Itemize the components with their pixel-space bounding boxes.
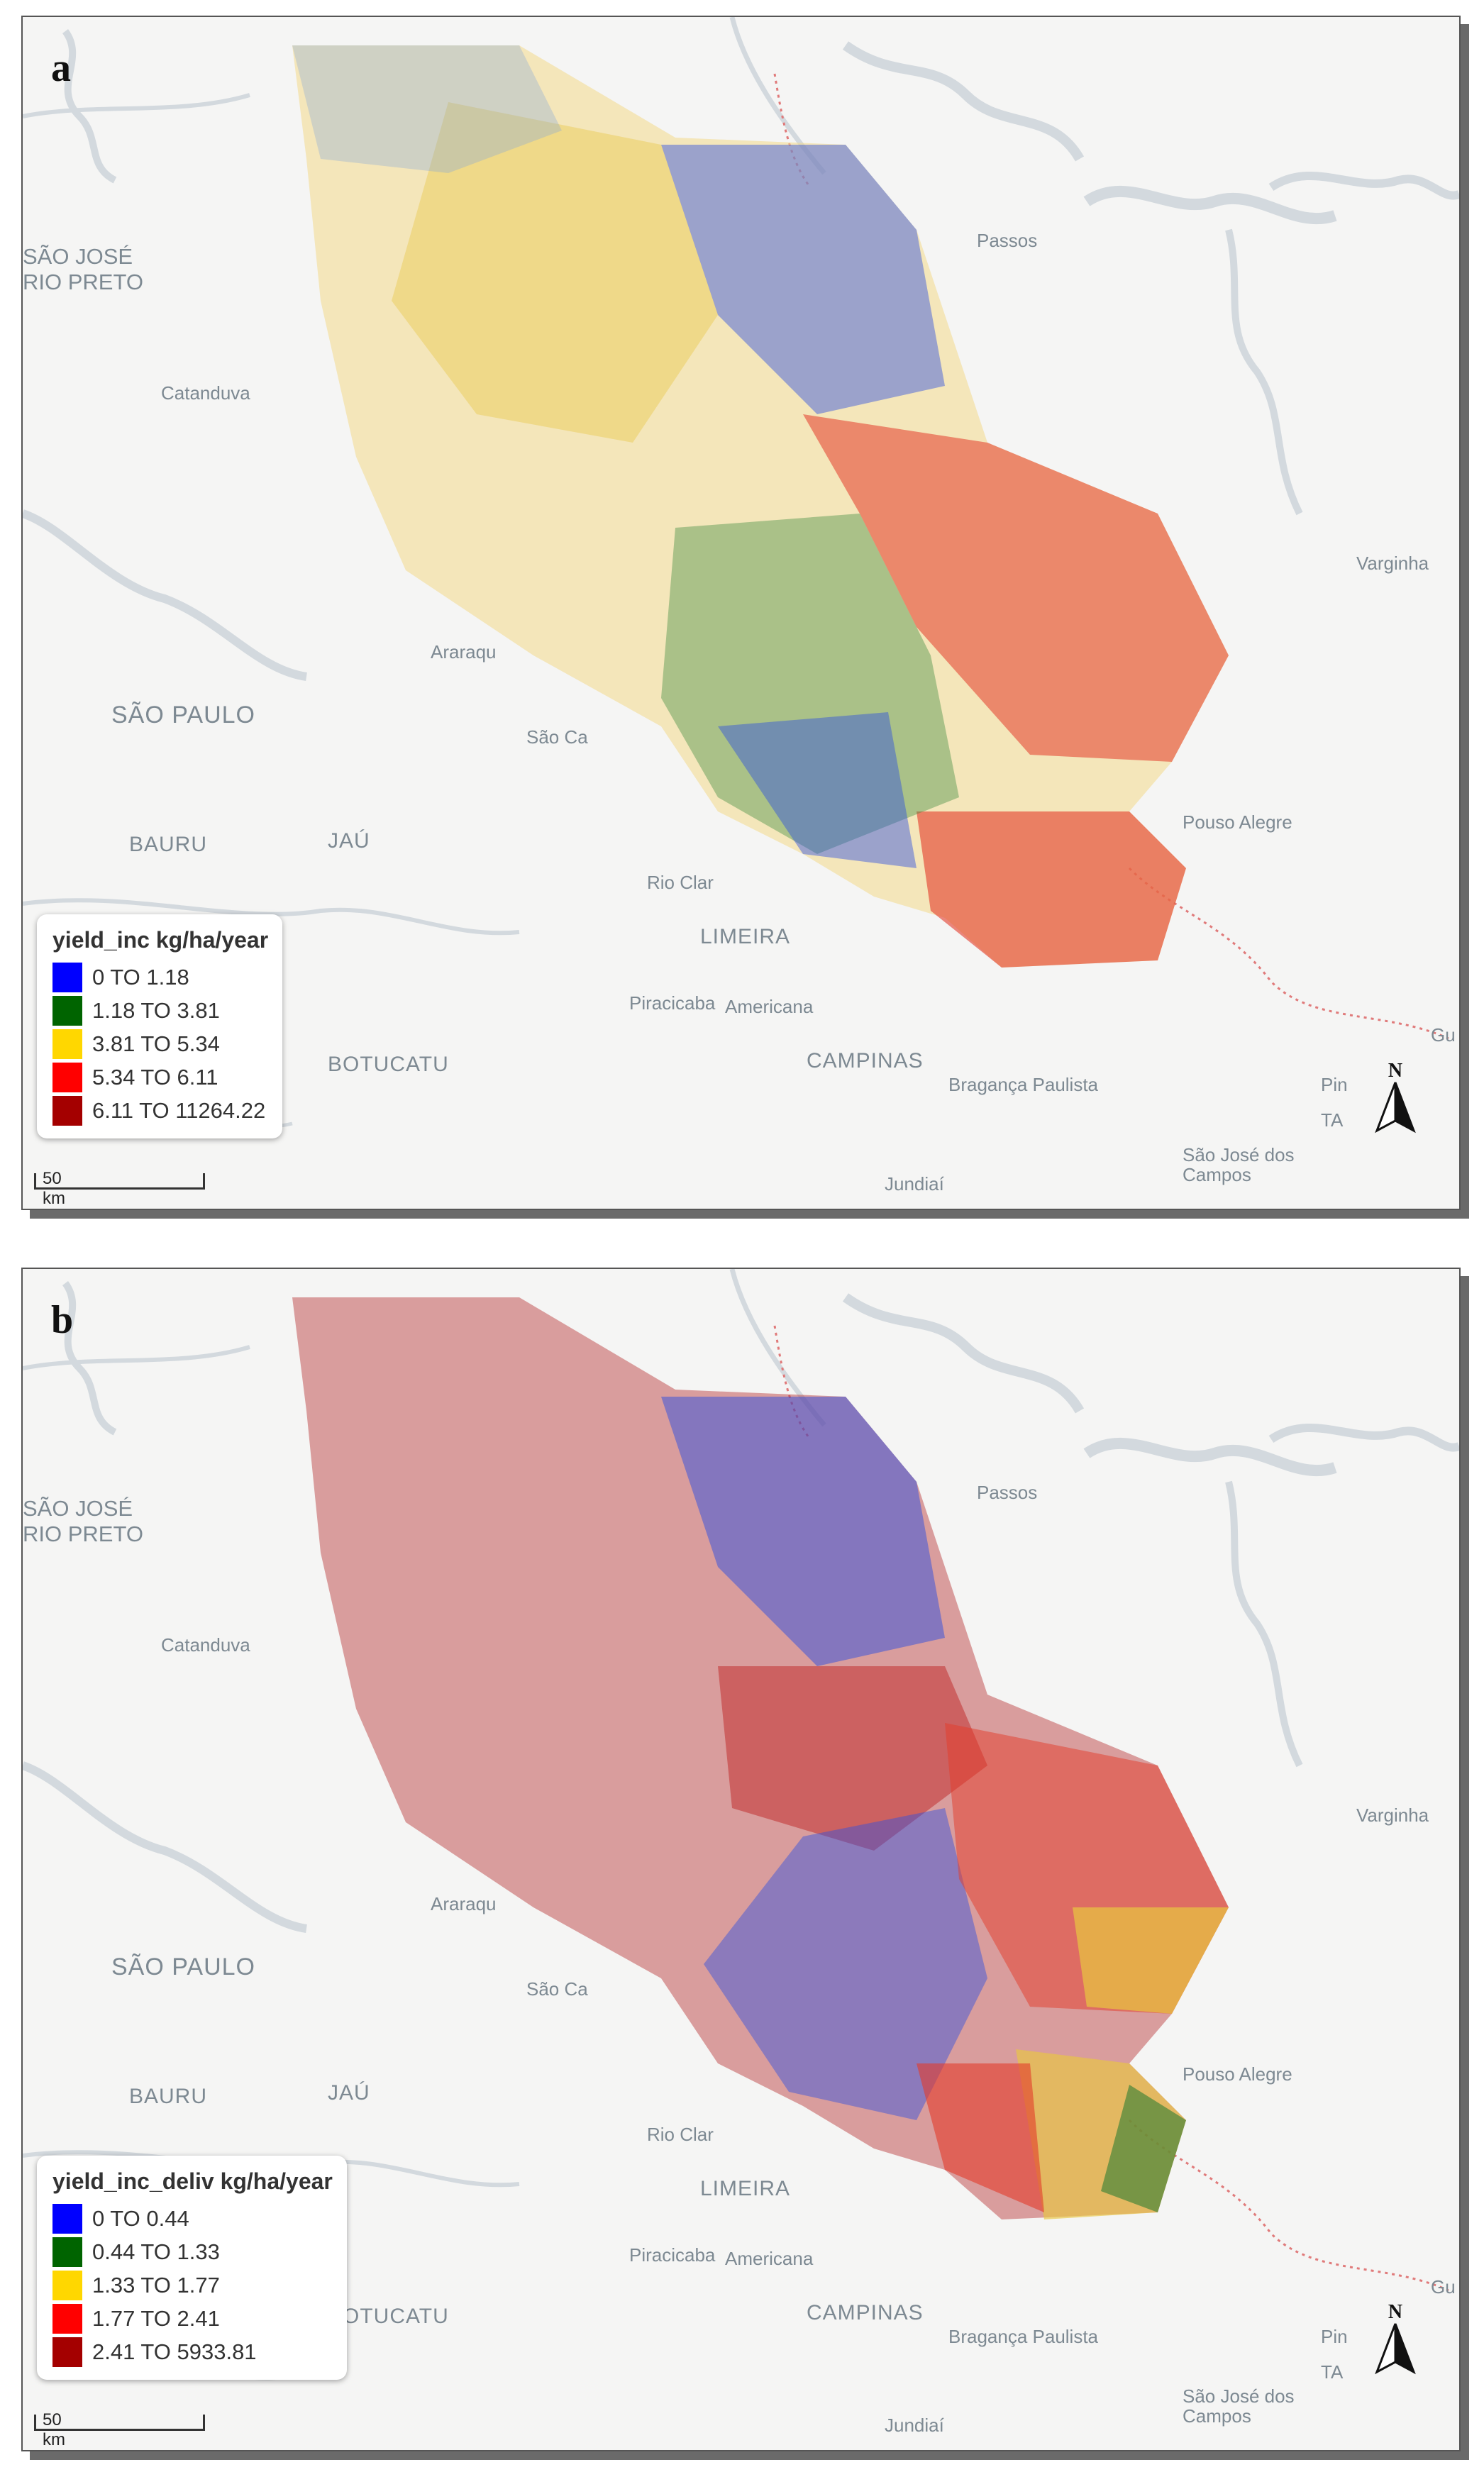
water-bodies [23,17,1459,1129]
legend-label: 1.33 TO 1.77 [92,2272,220,2298]
legend-item: 0 TO 1.18 [52,960,268,994]
place-passos: Passos [977,230,1038,251]
panel-label-a: a [51,46,71,90]
legend-swatch [52,962,82,992]
place-varginha: Varginha [1356,553,1429,574]
place-jundiai: Jundiaí [885,2415,944,2436]
north-arrow-icon: N [1367,1060,1424,1138]
map-panel-b: b SÃO JOSÉ RIO PRETO Passos Catanduva Var… [21,1268,1461,2451]
place-campinas: CAMPINAS [807,2301,924,2324]
legend-item: 2.41 TO 5933.81 [52,2335,333,2368]
legend-item: 1.77 TO 2.41 [52,2302,333,2335]
legend-item: 0.44 TO 1.33 [52,2235,333,2268]
place-jau: JAÚ [328,829,370,853]
place-limeira: LIMEIRA [700,2177,791,2200]
place-sao-paulo: SÃO PAULO [111,1953,255,1980]
legend-item: 1.33 TO 1.77 [52,2268,333,2302]
legend-label: 0 TO 1.18 [92,964,189,990]
place-araraquara: Araraqu [431,1893,497,1914]
legend-item: 3.81 TO 5.34 [52,1027,268,1060]
legend-swatch [52,2203,82,2234]
place-pin: Pin [1321,2326,1348,2347]
place-campinas: CAMPINAS [807,1049,924,1073]
panel-label-b: b [51,1298,74,1342]
basin-fill-a [292,45,1229,968]
legend-label: 3.81 TO 5.34 [92,1031,220,1056]
place-braganca: Bragança Paulista [948,2326,1099,2347]
legend-label: 1.18 TO 3.81 [92,997,220,1023]
north-label: N [1388,2301,1403,2323]
legend-label: 0 TO 0.44 [92,2205,189,2231]
place-varginha: Varginha [1356,1805,1429,1826]
legend-label: 5.34 TO 6.11 [92,1064,218,1090]
legend-a: yield_inc kg/ha/year 0 TO 1.18 1.18 TO 3… [37,914,283,1138]
legend-swatch [52,1095,82,1126]
place-piracicaba: Piracicaba [629,2244,716,2266]
place-americana: Americana [725,2248,814,2269]
legend-swatch [52,2303,82,2334]
place-catanduva: Catanduva [161,1634,250,1656]
place-sao-carlos: São Ca [526,726,588,748]
place-botucatu: BOTUCATU [328,1053,449,1076]
legend-swatch [52,2270,82,2300]
place-braganca: Bragança Paulista [948,1074,1099,1095]
place-pin: Pin [1321,1074,1348,1095]
place-bauru: BAURU [129,833,208,856]
map-panel-a: a SÃO JOSÉ RIO PRETO Passos Catanduva Var… [21,16,1461,1210]
legend-label: 1.77 TO 2.41 [92,2305,220,2331]
north-label: N [1388,1060,1403,1082]
scale-bar-label: 50 km [43,2410,65,2449]
basin-fill-b [292,1297,1229,2219]
place-gu: Gu [1431,1024,1456,1046]
place-sao-jose-dos-campos: São José dos Campos [1183,1144,1295,1185]
legend-swatch [52,1029,82,1059]
place-jau: JAÚ [328,2081,370,2105]
legend-swatch [52,2237,82,2267]
place-rio-claro: Rio Clar [647,2124,714,2145]
place-catanduva: Catanduva [161,382,250,404]
map-canvas-b [23,1269,1459,2380]
place-pouso-alegre: Pouso Alegre [1183,811,1292,833]
place-bauru: BAURU [129,2085,208,2108]
map-canvas-a [23,17,1459,1129]
legend-item: 1.18 TO 3.81 [52,994,268,1027]
scale-bar-line [34,1173,205,1190]
legend-title: yield_inc_deliv kg/ha/year [52,2168,333,2194]
place-limeira: LIMEIRA [700,925,791,948]
place-jundiai: Jundiaí [885,1173,944,1195]
place-passos: Passos [977,1482,1038,1503]
legend-swatch [52,995,82,1026]
place-botucatu: BOTUCATU [328,2305,449,2328]
legend-label: 2.41 TO 5933.81 [92,2339,257,2364]
legend-swatch [52,1062,82,1092]
place-americana: Americana [725,996,814,1017]
place-sao-jose-dos-campos: São José dos Campos [1183,2385,1295,2427]
scale-bar-label: 50 km [43,1169,65,1208]
legend-swatch [52,2337,82,2367]
place-araraquara: Araraqu [431,641,497,663]
place-gu: Gu [1431,2276,1456,2298]
place-ta: TA [1321,1109,1344,1131]
legend-label: 6.11 TO 11264.22 [92,1097,266,1123]
place-sao-jose-rio-preto: SÃO JOSÉ RIO PRETO [23,1496,143,1546]
place-sao-paulo: SÃO PAULO [111,702,255,728]
place-pouso-alegre: Pouso Alegre [1183,2063,1292,2085]
place-piracicaba: Piracicaba [629,992,716,1014]
legend-item: 6.11 TO 11264.22 [52,1094,268,1127]
legend-item: 0 TO 0.44 [52,2202,333,2235]
north-arrow-icon: N [1367,2301,1424,2379]
scale-bar-line [34,2415,205,2431]
legend-b: yield_inc_deliv kg/ha/year 0 TO 0.44 0.4… [37,2156,347,2380]
legend-item: 5.34 TO 6.11 [52,1060,268,1094]
legend-label: 0.44 TO 1.33 [92,2239,220,2264]
place-sao-carlos: São Ca [526,1978,588,2000]
place-ta: TA [1321,2361,1344,2383]
place-rio-claro: Rio Clar [647,872,714,893]
place-sao-jose-rio-preto: SÃO JOSÉ RIO PRETO [23,244,143,294]
legend-title: yield_inc kg/ha/year [52,927,269,953]
